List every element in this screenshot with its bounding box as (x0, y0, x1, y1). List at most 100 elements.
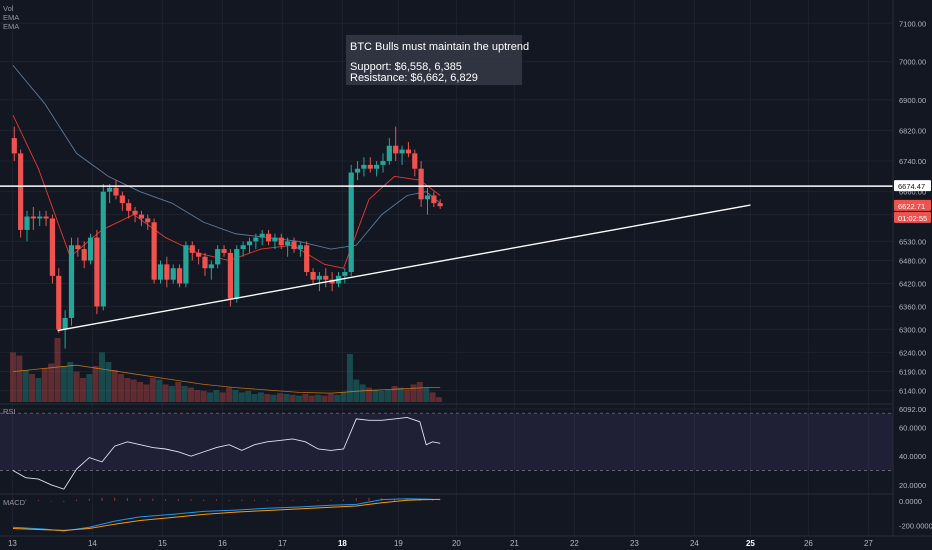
time-tick-label: 26 (804, 539, 813, 548)
candle-body (30, 216, 36, 219)
candle-body (374, 164, 380, 169)
volume-bar (346, 354, 353, 402)
volume-bar (10, 352, 16, 402)
time-tick-label: 22 (570, 539, 579, 548)
chart-grid (0, 0, 893, 536)
volume-bar (143, 384, 150, 402)
time-tick-label: 14 (88, 539, 97, 548)
macd-label: MACD (3, 498, 26, 507)
volume-bar (156, 379, 163, 402)
volume-bar (226, 387, 233, 402)
candle-body (399, 149, 405, 154)
candle-body (75, 245, 81, 250)
macd-tick-label: 0.0000 (899, 497, 922, 506)
volume-bar (60, 366, 67, 402)
volume-bar (289, 394, 296, 402)
price-axis[interactable]: 7100.00 7000.00 6900.00 6820.00 6740.00 6660.… (892, 0, 932, 550)
volume-bar (391, 386, 398, 402)
legend-ema-1: EMA (3, 13, 19, 22)
time-tick-label: 20 (452, 539, 461, 548)
candle-body (100, 191, 106, 307)
price-tag-label: 6622.71 (898, 202, 925, 211)
candle-body (183, 245, 189, 284)
candle-body (119, 195, 125, 204)
candle-body (354, 168, 361, 173)
volume-bar (245, 390, 252, 402)
macd-axis-ticks: 0.0000 -200.0000 (899, 497, 932, 531)
time-tick-label: 18 (338, 539, 347, 548)
time-tick-label: 24 (690, 539, 699, 548)
macd-tick-label: -200.0000 (899, 521, 932, 530)
volume-bar (213, 390, 220, 402)
price-tick-label: 6420.00 (899, 279, 926, 288)
volume-bar (308, 395, 315, 402)
candle-body (56, 275, 62, 330)
volume-bar (200, 390, 207, 402)
volume-bar (366, 387, 372, 402)
candle-body (164, 264, 170, 280)
candle-body (304, 245, 310, 273)
volume-bar (257, 392, 264, 402)
candle-body (37, 216, 43, 219)
candle-body (87, 237, 94, 261)
chart-drawings (0, 185, 893, 332)
candle-body (234, 249, 240, 299)
price-tick-label: 6820.00 (899, 126, 926, 135)
price-tick-label: 6530.00 (899, 237, 926, 246)
volume-bar (188, 387, 194, 402)
rsi-band (0, 413, 893, 471)
price-tick-label: 6480.00 (899, 257, 926, 266)
candle-body (361, 164, 367, 169)
price-tick-label: 6190.00 (899, 368, 926, 377)
candle-body (215, 249, 221, 265)
time-tick-label: 15 (158, 539, 167, 548)
annotation-title: BTC Bulls must maintain the uptrend (350, 41, 529, 53)
support-trendline (57, 204, 751, 332)
volume-bar (404, 389, 411, 402)
price-tick-label: 6660.00 (899, 188, 926, 197)
annotation-box[interactable]: BTC Bulls must maintain the uptrend Supp… (346, 35, 529, 85)
candle-body (196, 252, 202, 257)
volume-bar (168, 386, 175, 402)
volume-ma-line (12, 364, 441, 394)
price-candles (11, 126, 443, 349)
candle-body (367, 164, 373, 169)
candle-body (62, 317, 68, 330)
volume-bar (99, 352, 105, 402)
volume-bar (327, 394, 334, 402)
macd-series-1 (12, 498, 441, 531)
volume-bar (378, 390, 385, 402)
candle-body (393, 145, 399, 154)
volume-bar (283, 394, 290, 402)
volume-bar (207, 392, 214, 402)
candle-body (170, 268, 176, 280)
price-axis-background (893, 0, 932, 550)
candle-body (240, 245, 246, 250)
volume-bar (149, 378, 156, 402)
rsi-axis-ticks: 60.0000 40.0000 20.0000 (899, 424, 926, 490)
time-tick-label: 19 (394, 539, 403, 548)
volume-bar (264, 394, 271, 402)
time-tick-label: 25 (746, 539, 755, 548)
volume-bar (181, 386, 188, 402)
rsi-line (12, 417, 441, 490)
time-axis[interactable]: 13 14 15 16 17 18 19 20 21 22 23 24 25 26 27 (0, 535, 932, 548)
volume-bar (86, 374, 93, 402)
candle-body (132, 210, 138, 215)
volume-bar (162, 384, 169, 402)
candle-body (151, 222, 157, 280)
volume-bar (124, 378, 131, 402)
ema-slow-line (12, 65, 441, 250)
volume-bar (29, 374, 36, 402)
macd-lines (12, 497, 441, 532)
volume-bar (251, 394, 258, 402)
volume-bar (232, 390, 239, 402)
rsi-series (12, 417, 441, 490)
macd-series-0 (12, 498, 441, 532)
legend-vol: Vol (3, 4, 14, 13)
price-tick-label: 6360.00 (899, 302, 926, 311)
legend-ema-2: EMA (3, 22, 19, 31)
volume-bar (111, 370, 118, 402)
candle-body (259, 233, 265, 238)
